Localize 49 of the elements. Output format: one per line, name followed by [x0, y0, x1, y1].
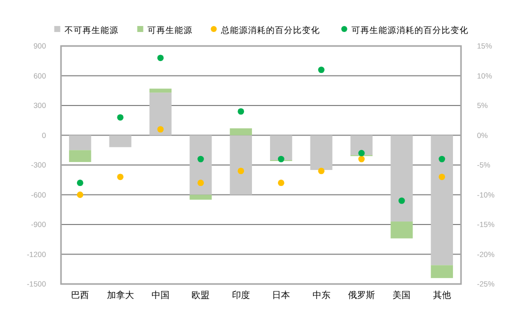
bar	[310, 135, 332, 170]
point	[76, 180, 84, 186]
bar	[390, 222, 413, 238]
point	[117, 174, 124, 180]
point	[398, 198, 405, 204]
bar	[69, 135, 92, 150]
point	[438, 156, 446, 162]
point	[318, 168, 324, 174]
point	[117, 114, 124, 121]
bar	[270, 135, 292, 160]
bar	[430, 135, 453, 266]
bar	[149, 88, 172, 93]
bar	[430, 265, 453, 278]
bar	[149, 92, 172, 136]
x-tick-label: 巴西	[71, 290, 90, 300]
point	[358, 150, 365, 156]
point	[238, 168, 244, 174]
bar	[350, 135, 373, 156]
x-tick-label: 欧盟	[192, 290, 210, 300]
x-tick-label: 俄罗斯	[348, 290, 376, 300]
legend-label: 可再生能源	[147, 25, 192, 35]
bar	[230, 135, 252, 195]
point	[438, 174, 446, 180]
x-tick-label: 美国	[392, 290, 411, 300]
bar	[69, 150, 92, 162]
bar	[109, 135, 132, 148]
legend-label: 总能源消耗的百分比变化	[220, 25, 320, 35]
point	[318, 66, 324, 73]
bar	[230, 128, 252, 136]
point	[76, 192, 84, 198]
point	[198, 156, 204, 162]
legend-label: 不可再生能源	[64, 25, 118, 35]
point	[278, 156, 284, 162]
point	[358, 156, 365, 162]
bar	[190, 194, 212, 200]
point	[198, 180, 204, 186]
bar	[390, 135, 413, 222]
x-tick-label: 中东	[312, 290, 330, 300]
point	[278, 180, 284, 186]
point	[157, 126, 164, 132]
x-tick-label: 其他	[432, 290, 451, 300]
legend-label: 可再生能源消耗的百分比变化	[351, 25, 468, 35]
x-tick-label: 日本	[272, 290, 290, 300]
point	[157, 54, 164, 62]
x-tick-label: 中国	[151, 290, 170, 300]
x-tick-label: 印度	[232, 290, 250, 300]
bar	[190, 135, 212, 195]
point	[238, 108, 244, 115]
x-tick-label: 加拿大	[106, 290, 134, 300]
